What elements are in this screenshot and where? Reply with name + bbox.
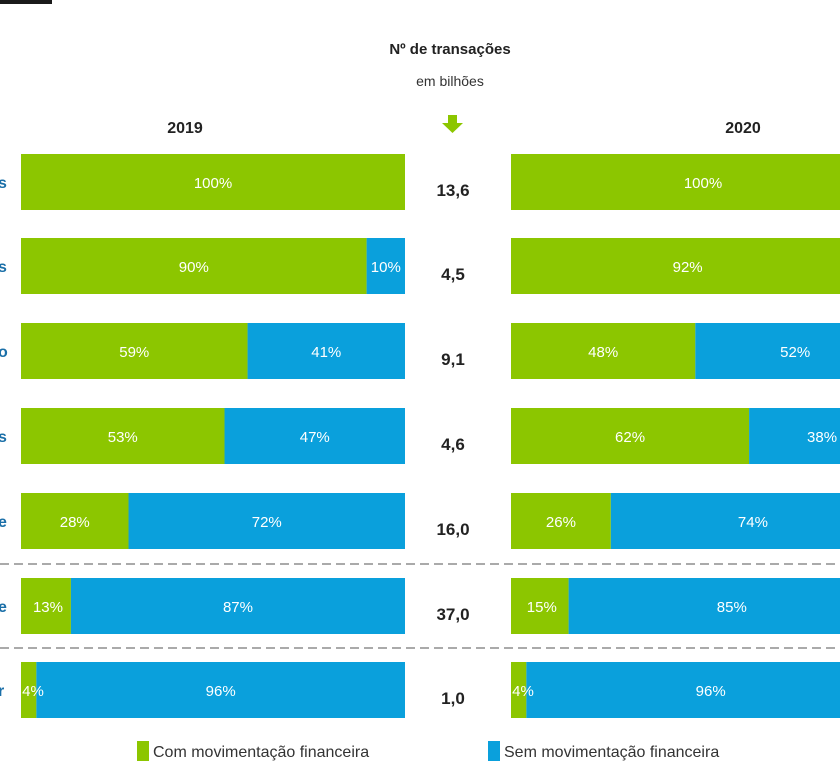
label-2020-row7-sem: 96% [696, 683, 726, 700]
label-2020-row3-com: 48% [588, 344, 618, 361]
legend: Com movimentação financeira Sem moviment… [137, 741, 719, 761]
row-edge-labels: s s o s e e r [0, 175, 8, 700]
label-2019-row5-sem: 72% [252, 514, 282, 531]
bar-2019-row5-sem [128, 493, 405, 549]
label-2020-row1-com: 100% [684, 175, 722, 192]
bar-2020-row3-sem [695, 323, 840, 379]
label-2020-row5-com: 26% [546, 514, 576, 531]
total-row1: 13,6 [436, 181, 469, 200]
bar-2019-row1-com [21, 154, 405, 210]
bar-2019-row7-sem [36, 662, 406, 718]
bar-2020-row1-com [511, 154, 840, 210]
label-2020-row4-sem: 38% [807, 429, 837, 446]
total-row4: 4,6 [441, 435, 465, 454]
row-edge-label-4: s [0, 429, 7, 446]
label-2019-row4-sem: 47% [300, 429, 330, 446]
label-2020-row2-com: 92% [673, 259, 703, 276]
bar-2019-row3-sem [247, 323, 405, 379]
down-arrow-icon [442, 115, 463, 133]
label-2019-row3-com: 59% [119, 344, 149, 361]
bars-group: 100% 100% 90% 10% 92% 59% 41% 48% 52% 53% 47% 62% 38… [21, 154, 840, 718]
label-2019-row4-com: 53% [108, 429, 138, 446]
row-edge-label-6: e [0, 599, 7, 616]
bar-2020-row3-com [511, 323, 696, 379]
row-edge-label-2: s [0, 259, 7, 276]
top-edge-artifact [0, 0, 52, 4]
bar-2019-row6-sem [70, 578, 406, 634]
year-label-2019: 2019 [167, 120, 203, 137]
label-2019-row5-com: 28% [60, 514, 90, 531]
bar-2020-row7-com [511, 662, 527, 718]
total-row7: 1,0 [441, 689, 465, 708]
bar-2019-row5-com [21, 493, 129, 549]
label-2019-row7-sem: 96% [206, 683, 236, 700]
label-2020-row4-com: 62% [615, 429, 645, 446]
bar-2019-row6-com [21, 578, 71, 634]
bar-2019-row2-com [21, 238, 367, 294]
row-edge-label-3: o [0, 344, 8, 361]
bar-2020-row7-sem [526, 662, 840, 718]
chart-subtitle: em bilhões [416, 73, 484, 89]
label-2019-row3-sem: 41% [311, 344, 341, 361]
legend-label-sem: Sem movimentação financeira [504, 744, 719, 761]
label-2019-row6-com: 13% [33, 599, 63, 616]
bar-2020-row4-sem [749, 408, 840, 464]
bar-2019-row3-com [21, 323, 248, 379]
label-2019-row7-com: 4% [22, 683, 44, 700]
total-row3: 9,1 [441, 350, 465, 369]
label-2019-row2-com: 90% [179, 259, 209, 276]
bar-2020-row2-com [511, 238, 840, 294]
bar-2019-row4-com [21, 408, 225, 464]
bar-2020-row4-com [511, 408, 750, 464]
label-2020-row6-com: 15% [527, 599, 557, 616]
bar-2019-row2-sem [366, 238, 405, 294]
legend-label-com: Com movimentação financeira [153, 744, 369, 761]
bar-2020-row5-com [511, 493, 611, 549]
bar-2019-row7-com [21, 662, 37, 718]
year-label-2020: 2020 [725, 120, 761, 137]
row-edge-label-5: e [0, 514, 7, 531]
label-2020-row3-sem: 52% [780, 344, 810, 361]
chart-title: Nº de transações [389, 41, 510, 58]
legend-swatch-sem [488, 741, 500, 761]
bar-2019-row4-sem [224, 408, 405, 464]
bar-2020-row5-sem [610, 493, 840, 549]
row-edge-label-7: r [0, 683, 4, 700]
bar-2020-row6-sem [568, 578, 840, 634]
legend-swatch-com [137, 741, 149, 761]
totals-group: 13,6 4,5 9,1 4,6 16,0 37,0 1,0 [436, 181, 469, 708]
label-2020-row5-sem: 74% [738, 514, 768, 531]
label-2020-row6-sem: 85% [717, 599, 747, 616]
bar-2020-row6-com [511, 578, 569, 634]
total-row2: 4,5 [441, 265, 465, 284]
total-row5: 16,0 [436, 520, 469, 539]
label-2020-row7-com: 4% [512, 683, 534, 700]
row-edge-label-1: s [0, 175, 7, 192]
label-2019-row6-sem: 87% [223, 599, 253, 616]
label-2019-row2-sem: 10% [371, 259, 401, 276]
total-row6: 37,0 [436, 605, 469, 624]
label-2019-row1-com: 100% [194, 175, 232, 192]
